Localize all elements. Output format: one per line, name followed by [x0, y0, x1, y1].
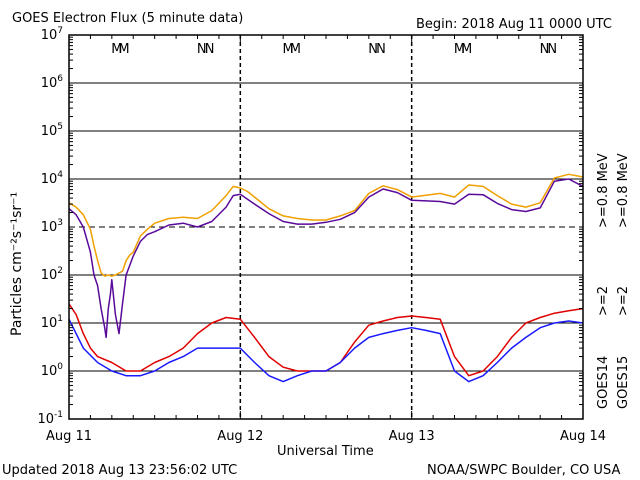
- y-tick-label: 105: [41, 122, 63, 139]
- mn-marker: M: [290, 42, 301, 57]
- frame-layer: [68, 34, 584, 420]
- label-layer: 10-1 100 101 102 103 104 105 106 107 Aug 11 Aug 12…: [37, 26, 631, 444]
- mn-marker: M: [283, 42, 294, 57]
- updated-label: Updated 2018 Aug 13 23:56:02 UTC: [2, 463, 237, 478]
- series-line: [68, 303, 584, 377]
- x-tick-label: Aug 13: [389, 429, 435, 444]
- mn-marker: N: [547, 42, 557, 57]
- legend-label: >=2: [616, 286, 631, 316]
- y-axis-label: Particles cm⁻²s⁻¹sr⁻¹: [9, 192, 25, 336]
- y-tick-label: 103: [41, 218, 63, 235]
- legend-label: >=0.8 MeV: [596, 153, 611, 228]
- mn-marker: M: [454, 42, 465, 57]
- mn-marker: M: [111, 42, 122, 57]
- y-tick-label: 100: [41, 362, 64, 379]
- series-line: [68, 173, 584, 277]
- legend-label: >=2: [596, 286, 611, 316]
- legend-label: GOES15: [616, 356, 631, 409]
- mn-marker: N: [197, 42, 207, 57]
- x-tick-label: Aug 12: [217, 429, 263, 444]
- begin-label: Begin: 2018 Aug 11 0000 UTC: [416, 17, 612, 32]
- series-line: [68, 178, 584, 339]
- y-tick-label: 10-1: [37, 410, 63, 427]
- x-tick-label: Aug 14: [560, 429, 606, 444]
- mn-marker: M: [461, 42, 472, 57]
- y-tick-label: 107: [41, 26, 63, 43]
- mn-marker: N: [205, 42, 215, 57]
- y-tick-label: 104: [41, 170, 64, 187]
- legend-label: GOES14: [596, 356, 611, 409]
- y-tick-label: 101: [41, 314, 63, 331]
- grid-layer: [69, 35, 583, 419]
- series-line: [68, 318, 584, 383]
- series-layer: [68, 173, 584, 383]
- plot-frame: [68, 34, 584, 420]
- mn-marker: N: [376, 42, 386, 57]
- chart-title: GOES Electron Flux (5 minute data): [12, 11, 243, 26]
- x-axis-label: Universal Time: [277, 444, 374, 459]
- mn-marker: M: [118, 42, 129, 57]
- legend-label: >=0.8 MeV: [616, 153, 631, 228]
- y-tick-label: 106: [41, 74, 64, 91]
- y-tick-label: 102: [41, 266, 63, 283]
- mn-marker: N: [540, 42, 550, 57]
- x-tick-label: Aug 11: [46, 429, 92, 444]
- mn-marker: N: [368, 42, 378, 57]
- credit-label: NOAA/SWPC Boulder, CO USA: [427, 463, 620, 478]
